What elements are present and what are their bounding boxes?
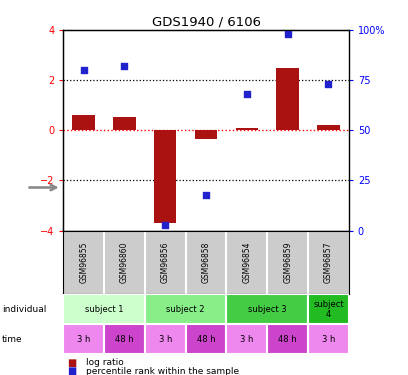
Bar [226, 324, 267, 354]
Text: GSM96855: GSM96855 [79, 242, 88, 283]
Point [325, 81, 332, 87]
Bar [226, 294, 308, 324]
Bar [317, 125, 339, 130]
Text: GSM96860: GSM96860 [120, 242, 129, 283]
Text: 48 h: 48 h [115, 335, 134, 344]
Text: GSM96856: GSM96856 [161, 242, 170, 283]
Bar [72, 115, 95, 130]
Text: subject 2: subject 2 [166, 305, 205, 314]
Bar [267, 324, 308, 354]
Text: 3 h: 3 h [159, 335, 172, 344]
Point [244, 91, 250, 97]
Bar [235, 128, 258, 130]
Bar [195, 130, 217, 139]
Bar [276, 68, 299, 130]
Bar [63, 294, 145, 324]
Bar [186, 324, 226, 354]
Bar [145, 324, 186, 354]
Text: 3 h: 3 h [77, 335, 90, 344]
Bar [63, 324, 104, 354]
Text: time: time [2, 335, 23, 344]
Point [203, 192, 209, 198]
Text: percentile rank within the sample: percentile rank within the sample [86, 367, 239, 375]
Text: subject
4: subject 4 [313, 300, 344, 319]
Bar [113, 117, 135, 130]
Bar [104, 324, 145, 354]
Point [121, 63, 128, 69]
Text: GSM96858: GSM96858 [202, 242, 211, 283]
Bar [154, 130, 176, 223]
Text: 3 h: 3 h [240, 335, 253, 344]
Point [162, 222, 169, 228]
Text: GSM96857: GSM96857 [324, 242, 333, 283]
Bar [308, 294, 349, 324]
Text: 48 h: 48 h [278, 335, 297, 344]
Title: GDS1940 / 6106: GDS1940 / 6106 [151, 16, 261, 29]
Text: 3 h: 3 h [322, 335, 335, 344]
Text: 48 h: 48 h [197, 335, 215, 344]
Bar [308, 324, 349, 354]
Text: log ratio: log ratio [86, 358, 124, 367]
Text: subject 1: subject 1 [85, 305, 123, 314]
Text: individual: individual [2, 305, 47, 314]
Point [80, 67, 87, 73]
Text: GSM96854: GSM96854 [242, 242, 251, 283]
Point [284, 31, 291, 37]
Text: GSM96859: GSM96859 [283, 242, 292, 283]
Bar [145, 294, 226, 324]
Text: subject 3: subject 3 [248, 305, 286, 314]
Text: ■: ■ [67, 358, 77, 368]
Text: ■: ■ [67, 366, 77, 375]
